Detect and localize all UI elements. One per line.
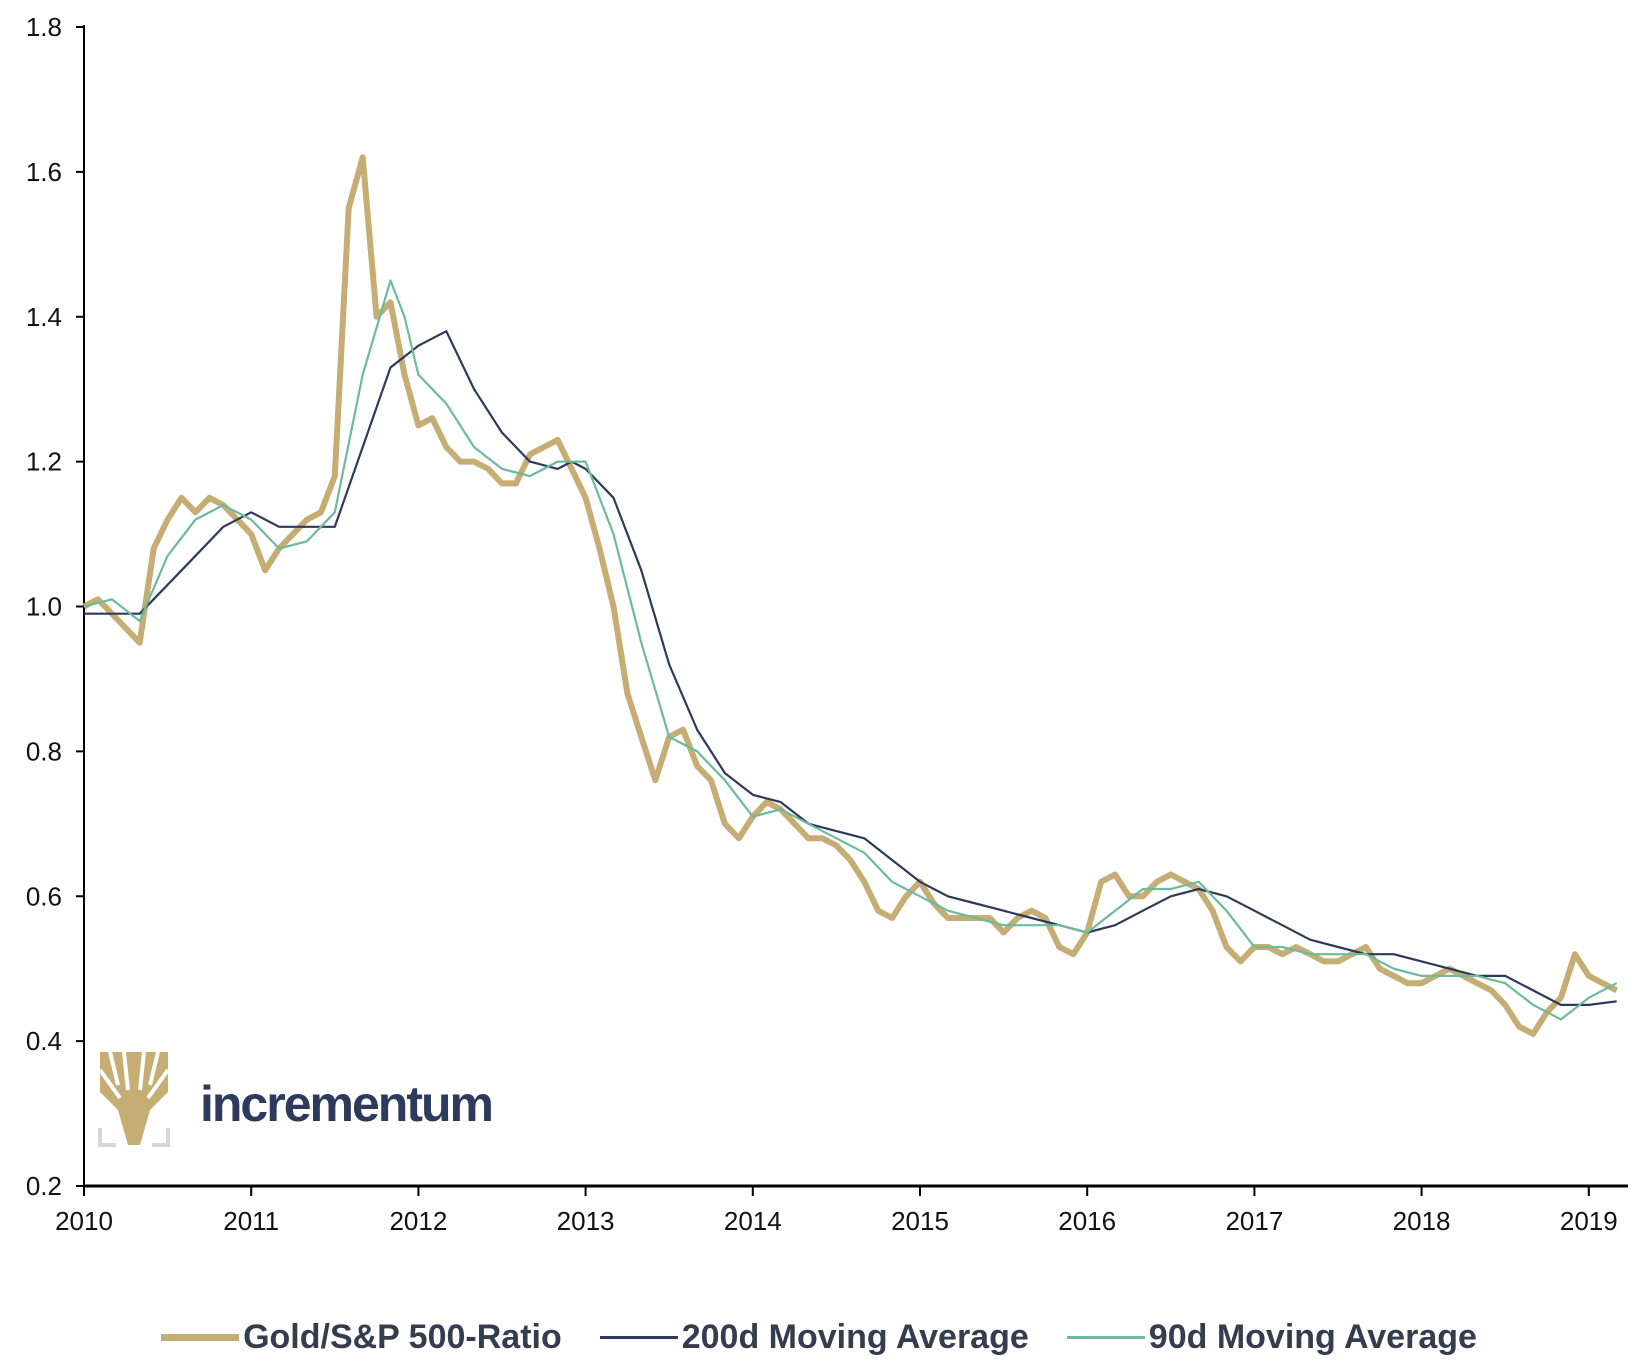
x-tick-label: 2014 [724,1206,782,1236]
y-tick-label: 0.6 [26,881,62,911]
legend-swatch [161,1334,240,1341]
legend-label: 200d Moving Average [681,1318,1029,1356]
y-tick-label: 1.6 [26,157,62,187]
legend-label: Gold/S&P 500-Ratio [243,1318,562,1356]
y-tick-label: 1.8 [26,12,62,42]
logo-tree-icon [98,1051,170,1147]
x-tick-label: 2013 [557,1206,615,1236]
y-tick-label: 0.2 [26,1171,62,1201]
legend: Gold/S&P 500-Ratio 200d Moving Average 9… [0,1318,1638,1357]
y-tick-label: 1.4 [26,302,62,332]
x-tick-label: 2016 [1058,1206,1116,1236]
x-tick-label: 2017 [1225,1206,1283,1236]
legend-item-200d-ma: 200d Moving Average [599,1318,1029,1357]
series-line-1 [84,330,1617,1006]
logo-text: incrementum [200,1076,494,1132]
legend-swatch [599,1336,678,1339]
y-tick-label: 1.0 [26,592,62,622]
x-tick-label: 2011 [223,1206,279,1236]
x-tick-label: 2018 [1393,1206,1451,1236]
legend-item-90d-ma: 90d Moving Average [1066,1318,1477,1357]
legend-swatch [1066,1336,1145,1339]
y-tick-label: 1.2 [26,447,62,477]
y-tick-label: 0.8 [26,736,62,766]
series-line-2 [83,279,1618,1021]
legend-label: 90d Moving Average [1148,1318,1477,1356]
y-tick-label: 0.4 [26,1026,62,1056]
series-line-0 [82,154,1619,1037]
x-tick-label: 2012 [389,1206,447,1236]
x-tick-label: 2010 [55,1206,113,1236]
x-tick-label: 2019 [1560,1206,1618,1236]
legend-item-gold-ratio: Gold/S&P 500-Ratio [161,1318,562,1357]
x-tick-label: 2015 [891,1206,949,1236]
